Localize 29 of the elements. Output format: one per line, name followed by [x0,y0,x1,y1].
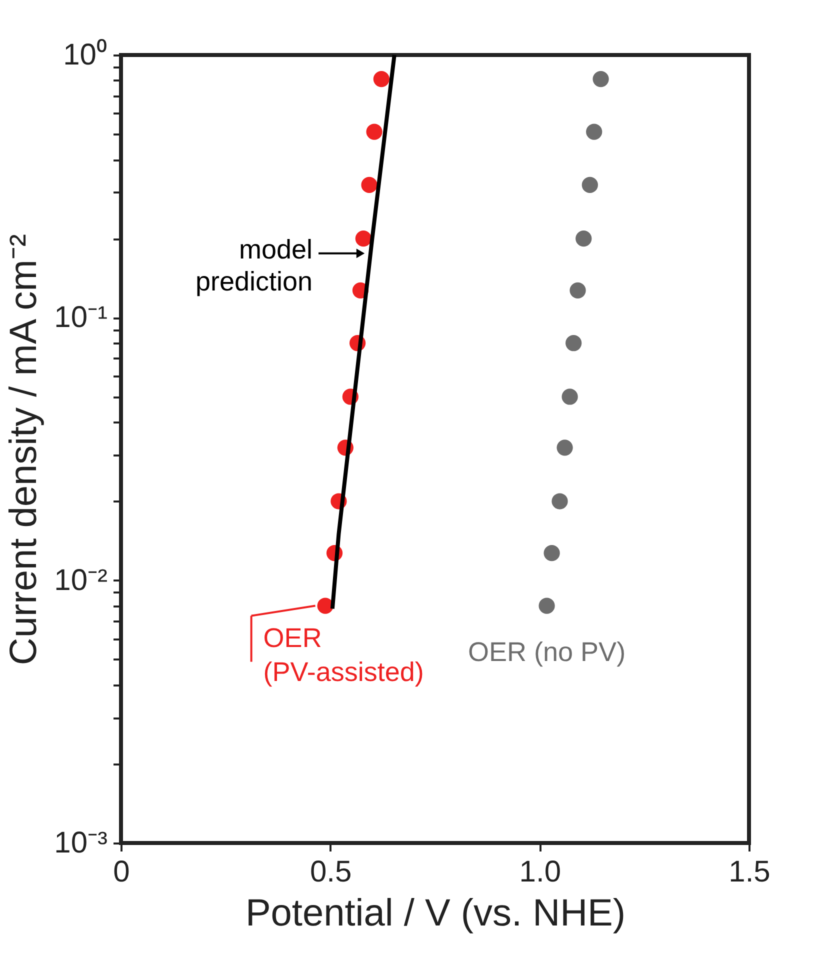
point [373,70,390,88]
point [570,282,586,298]
x-tick-label: 1.5 [728,856,770,888]
point [562,388,578,405]
y-tick-label: 10⁰ [63,38,108,72]
point [361,176,378,194]
point [592,70,609,88]
point [317,598,334,614]
point [544,545,560,562]
point [538,598,555,614]
point [552,493,568,510]
point [576,230,592,247]
x-tick-label: 0 [113,856,130,888]
y-tick-label: 10⁻² [54,564,108,597]
x-axis-title: Potential / V (vs. NHE) [245,892,626,934]
legend-label: OER (PV-assisted) [263,622,424,687]
series-label: model prediction [195,234,313,296]
x-tick-label: 1.0 [519,856,562,888]
y-tick-label: 10⁻¹ [54,301,108,334]
y-tick-label: 10⁻³ [54,826,108,860]
x-tick-label: 0.5 [310,856,352,888]
point [366,124,382,140]
point [586,124,602,140]
point [556,440,573,456]
point [566,335,582,352]
series-label: OER (no PV) [468,636,626,667]
point [582,176,598,194]
point [355,230,372,247]
y-axis-title: Current density / mA cm⁻² [3,234,46,666]
